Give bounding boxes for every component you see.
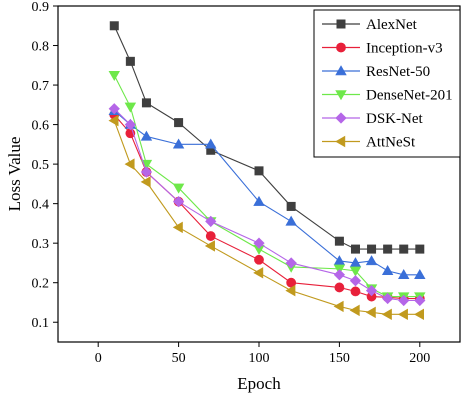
data-point-densenet-201 [108, 70, 120, 81]
legend-marker-resnet-50 [335, 65, 347, 76]
legend-box [313, 9, 461, 158]
data-point-dsk-net [414, 294, 426, 307]
y-tick-label: 0.8 [32, 40, 50, 55]
data-point-dsk-net [172, 196, 185, 208]
y-tick-label: 0.1 [32, 316, 50, 331]
data-point-resnet-50 [398, 268, 410, 280]
data-point-attnest [397, 308, 408, 321]
data-point-dsk-net [140, 166, 153, 178]
data-point-attnest [365, 306, 376, 319]
data-point-densenet-201 [349, 266, 362, 277]
x-tick-label: 0 [95, 351, 102, 366]
data-point-inception-v3 [350, 286, 361, 297]
legend-label-attnest: AttNeSt [366, 135, 416, 151]
data-point-attnest [333, 300, 344, 313]
legend-label-dsk-net: DSK-Net [366, 111, 423, 127]
data-point-resnet-50 [414, 268, 426, 280]
data-point-dsk-net [124, 118, 136, 131]
data-point-inception-v3 [334, 282, 345, 293]
data-point-attnest [285, 284, 296, 297]
data-point-densenet-201 [172, 183, 185, 194]
data-point-resnet-50 [365, 255, 378, 266]
legend-marker-attnest [335, 135, 346, 148]
data-point-resnet-50 [333, 255, 346, 266]
data-point-attnest [108, 114, 119, 127]
data-point-alexnet [334, 236, 344, 246]
x-tick-label: 50 [172, 351, 186, 366]
data-point-inception-v3 [205, 231, 216, 241]
data-point-attnest [140, 176, 151, 188]
legend-label-densenet-201: DenseNet-201 [366, 88, 453, 104]
data-point-resnet-50 [381, 265, 394, 276]
data-point-alexnet [109, 21, 119, 31]
data-point-alexnet [399, 244, 409, 254]
data-point-alexnet [125, 56, 135, 66]
legend-marker-dsk-net [335, 112, 347, 124]
data-point-alexnet [367, 244, 377, 254]
series-attnest [108, 114, 425, 321]
data-point-attnest [124, 158, 135, 170]
data-point-attnest [349, 304, 360, 317]
x-tick-label: 150 [329, 351, 350, 366]
y-tick-label: 0.7 [32, 79, 50, 94]
y-axis-label: Loss Value [5, 137, 24, 212]
legend-label-inception-v3: Inception-v3 [366, 41, 443, 57]
data-point-alexnet [350, 244, 360, 254]
data-point-alexnet [174, 118, 184, 128]
legend-marker-densenet-201 [335, 90, 347, 101]
x-tick-label: 100 [249, 351, 270, 366]
y-tick-label: 0.9 [32, 0, 50, 15]
data-point-resnet-50 [172, 138, 185, 149]
data-point-alexnet [286, 201, 296, 211]
data-point-attnest [204, 240, 215, 252]
data-point-dsk-net [205, 215, 217, 228]
data-point-dsk-net [365, 284, 378, 297]
data-point-resnet-50 [140, 130, 153, 141]
x-axis-label: Epoch [237, 374, 281, 393]
axes: 0 50 100 150 200 0.1 0.2 0.3 0.4 0.5 0.6 0.7 0.8 0.9 [32, 0, 461, 366]
data-point-dsk-net [108, 103, 120, 115]
legend-marker-alexnet [336, 19, 346, 29]
legend-label-alexnet: AlexNet [366, 17, 418, 33]
y-tick-label: 0.3 [32, 237, 50, 252]
data-point-dsk-net [349, 275, 362, 287]
y-tick-label: 0.5 [32, 158, 50, 173]
y-tick-label: 0.2 [32, 277, 50, 292]
series-layer [108, 21, 426, 321]
data-point-dsk-net [382, 292, 394, 305]
data-point-alexnet [383, 244, 393, 254]
legend: AlexNet Inception-v3 ResNet-50 DenseNet-201… [313, 9, 461, 158]
legend-label-resnet-50: ResNet-50 [366, 64, 430, 80]
data-point-dsk-net [253, 237, 265, 249]
y-tick-label: 0.4 [32, 198, 50, 213]
data-point-dsk-net [285, 257, 297, 269]
data-point-dsk-net [398, 294, 410, 307]
data-point-alexnet [415, 244, 425, 254]
y-tick-label: 0.6 [32, 119, 50, 134]
data-point-resnet-50 [253, 195, 265, 206]
data-point-attnest [172, 221, 183, 234]
data-point-resnet-50 [285, 215, 297, 226]
series-dsk-net [108, 103, 426, 307]
data-point-attnest [381, 308, 392, 321]
data-point-densenet-201 [124, 102, 137, 113]
data-point-attnest [253, 267, 264, 279]
series-alexnet [109, 21, 425, 254]
data-point-resnet-50 [205, 138, 217, 149]
x-tick-label: 200 [409, 351, 430, 366]
data-point-inception-v3 [254, 254, 264, 265]
data-point-alexnet [141, 98, 151, 108]
data-point-alexnet [254, 166, 264, 176]
legend-marker-inception-v3 [336, 42, 346, 53]
data-point-dsk-net [333, 269, 346, 281]
data-point-attnest [413, 308, 425, 321]
